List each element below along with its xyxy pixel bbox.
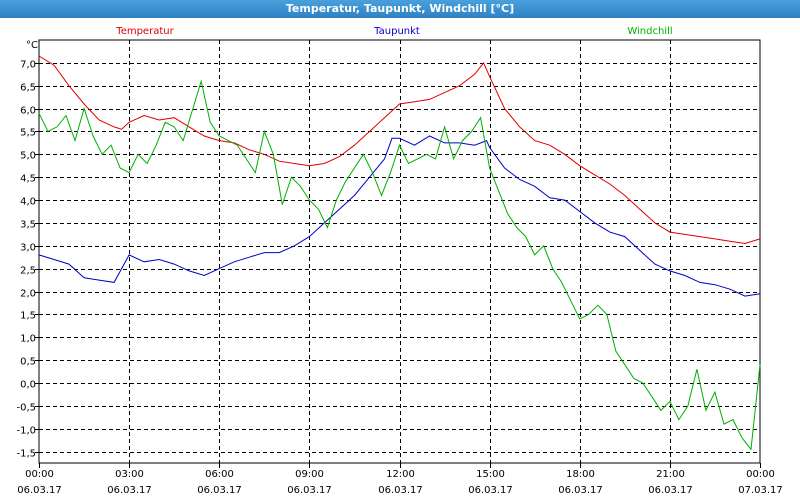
y-tick-label: 4,0 [20, 197, 36, 208]
x-tick-date-label: 06.03.17 [287, 485, 332, 496]
series-lines [38, 55, 761, 451]
x-tick-date-label: 06.03.17 [468, 485, 513, 496]
x-tick-date-label: 06.03.17 [558, 485, 603, 496]
x-axis: 00:00 06.03.17 03:00 06.03.17 06:00 06.03.17 0… [17, 463, 783, 496]
y-tick-label: 6,5 [20, 83, 36, 94]
y-tick-label: 1,0 [20, 334, 36, 345]
legend-label-temperatur: Temperatur [115, 26, 174, 37]
x-tick-time-label: 12:00 [386, 469, 415, 480]
x-tick-date-label: 06.03.17 [197, 485, 242, 496]
y-tick-label: -1,5 [16, 449, 36, 460]
y-tick-label: -0,5 [16, 403, 36, 414]
y-tick-label: 0,0 [20, 380, 36, 391]
x-tick-time-label: 06:00 [205, 469, 234, 480]
y-unit-label: °C [26, 40, 38, 51]
plot-frame [38, 39, 761, 464]
y-axis: 7,0 6,5 6,0 5,5 5,0 4,5 4,0 3,5 3,0 2,5 2,0 1,5 1,0 0… [16, 60, 39, 460]
legend: Temperatur Taupunkt Windchill [115, 26, 672, 37]
y-tick-label: 4,5 [20, 174, 36, 185]
y-tick-label: 7,0 [20, 60, 36, 71]
x-tick-time-label: 15:00 [476, 469, 505, 480]
window-title: Temperatur, Taupunkt, Windchill [°C] [0, 0, 800, 18]
y-tick-label: 1,5 [20, 311, 36, 322]
x-tick-time-label: 21:00 [656, 469, 685, 480]
y-tick-label: 6,0 [20, 106, 36, 117]
y-tick-label: 3,5 [20, 220, 36, 231]
x-tick-time-label: 09:00 [295, 469, 324, 480]
x-tick-time-label: 03:00 [115, 469, 144, 480]
y-tick-label: 2,5 [20, 266, 36, 277]
x-tick-date-label: 06.03.17 [648, 485, 693, 496]
y-tick-label: 5,5 [20, 128, 36, 139]
y-tick-label: 3,0 [20, 243, 36, 254]
x-tick-date-label: 06.03.17 [107, 485, 152, 496]
y-tick-label: 0,5 [20, 357, 36, 368]
x-tick-date-label: 06.03.17 [17, 485, 62, 496]
x-tick-date-label: 07.03.17 [738, 485, 783, 496]
legend-label-windchill: Windchill [627, 26, 672, 37]
series-line-taupunkt [38, 135, 761, 297]
x-tick-date-label: 06.03.17 [378, 485, 423, 496]
series-line-temperatur [38, 55, 761, 245]
y-tick-label: 2,0 [20, 289, 36, 300]
x-tick-time-label: 18:00 [566, 469, 595, 480]
series-line-windchill [38, 79, 761, 451]
y-tick-label: 5,0 [20, 151, 36, 162]
grid-lines [39, 40, 760, 463]
y-tick-label: -1,0 [16, 426, 36, 437]
x-tick-time-label: 00:00 [746, 469, 775, 480]
legend-label-taupunkt: Taupunkt [373, 26, 420, 37]
x-tick-time-label: 00:00 [25, 469, 54, 480]
